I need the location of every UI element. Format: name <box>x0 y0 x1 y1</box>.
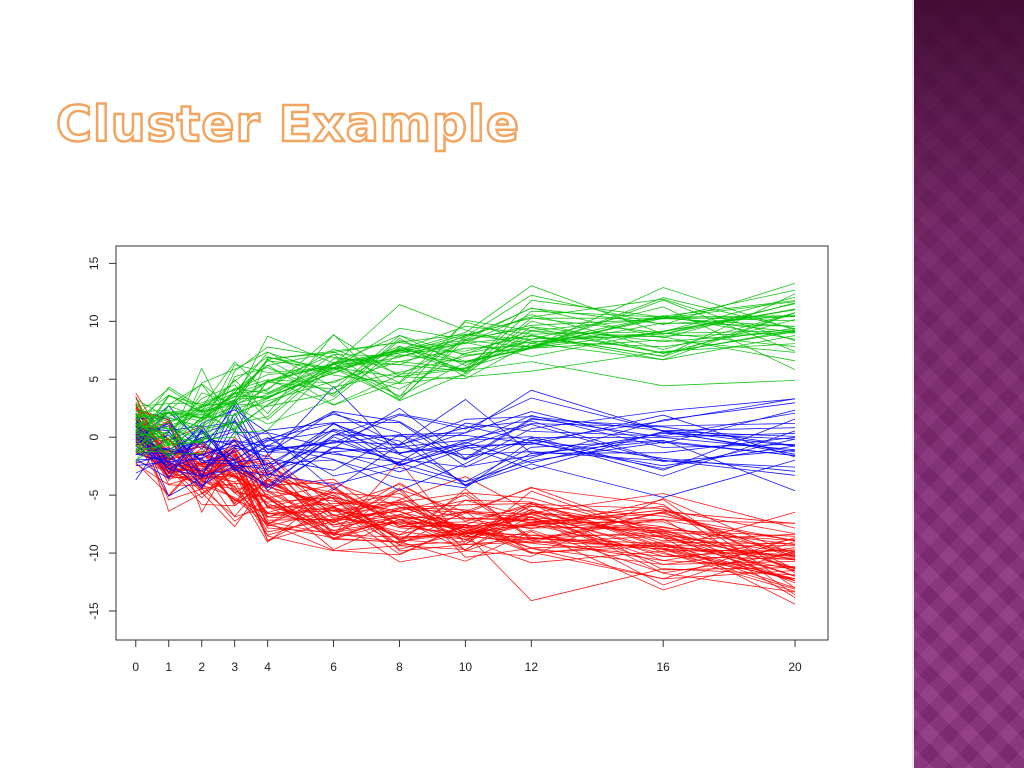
series-line <box>135 402 796 497</box>
series-line <box>135 413 796 584</box>
series-line <box>135 316 796 455</box>
series-line <box>135 315 796 432</box>
series-line <box>135 307 796 428</box>
series-layer <box>135 282 796 605</box>
series-line <box>135 429 796 492</box>
y-tick-label: -10 <box>87 544 101 562</box>
series-line <box>135 335 796 445</box>
x-tick-label: 10 <box>459 660 473 674</box>
series-line <box>135 418 796 498</box>
x-tick-label: 4 <box>264 660 271 674</box>
series-line <box>135 424 796 550</box>
series-line <box>135 296 796 446</box>
side-decor-band <box>912 0 1024 768</box>
series-line <box>135 428 796 486</box>
series-line <box>135 444 796 569</box>
series-line <box>135 304 796 418</box>
series-line <box>135 405 796 466</box>
x-tick-label: 2 <box>198 660 205 674</box>
series-line <box>135 422 796 488</box>
series-line <box>135 418 796 571</box>
x-tick-label: 8 <box>396 660 403 674</box>
series-line <box>135 439 796 489</box>
y-tick-label: 15 <box>87 256 101 270</box>
series-line <box>135 386 796 470</box>
y-tick-label: -5 <box>87 489 101 500</box>
plot-frame <box>115 245 829 641</box>
series-line <box>135 399 796 460</box>
series-line <box>135 312 796 437</box>
x-tick-label: 12 <box>525 660 539 674</box>
series-line <box>135 306 796 421</box>
x-tick-label: 1 <box>165 660 172 674</box>
series-line <box>135 430 796 479</box>
series-line <box>135 299 796 452</box>
series-line <box>135 326 796 428</box>
series-line <box>135 412 796 474</box>
series-line <box>135 317 796 459</box>
y-tick-label: 5 <box>87 376 101 383</box>
series-line <box>135 438 796 572</box>
series-line <box>135 428 796 492</box>
series-line <box>135 399 796 491</box>
x-tick-label: 0 <box>132 660 139 674</box>
series-line <box>135 425 796 528</box>
series-line <box>135 337 796 445</box>
series-line <box>135 426 796 573</box>
series-line <box>135 418 796 477</box>
y-tick-label: 10 <box>87 314 101 328</box>
x-tick-label: 6 <box>330 660 337 674</box>
y-tick-label: 0 <box>87 434 101 441</box>
series-line <box>135 312 796 445</box>
series-line <box>135 285 796 451</box>
series-line <box>135 297 796 443</box>
series-line <box>135 346 796 463</box>
series-line <box>135 430 796 487</box>
series-line <box>135 421 796 469</box>
slide-title: Cluster Example <box>55 96 521 153</box>
x-tick-label: 20 <box>788 660 802 674</box>
x-tick-label: 16 <box>657 660 671 674</box>
x-tick-label: 3 <box>231 660 238 674</box>
series-line <box>135 411 796 476</box>
y-tick-label: -15 <box>87 602 101 620</box>
series-line <box>135 412 796 480</box>
series-line <box>135 298 796 419</box>
